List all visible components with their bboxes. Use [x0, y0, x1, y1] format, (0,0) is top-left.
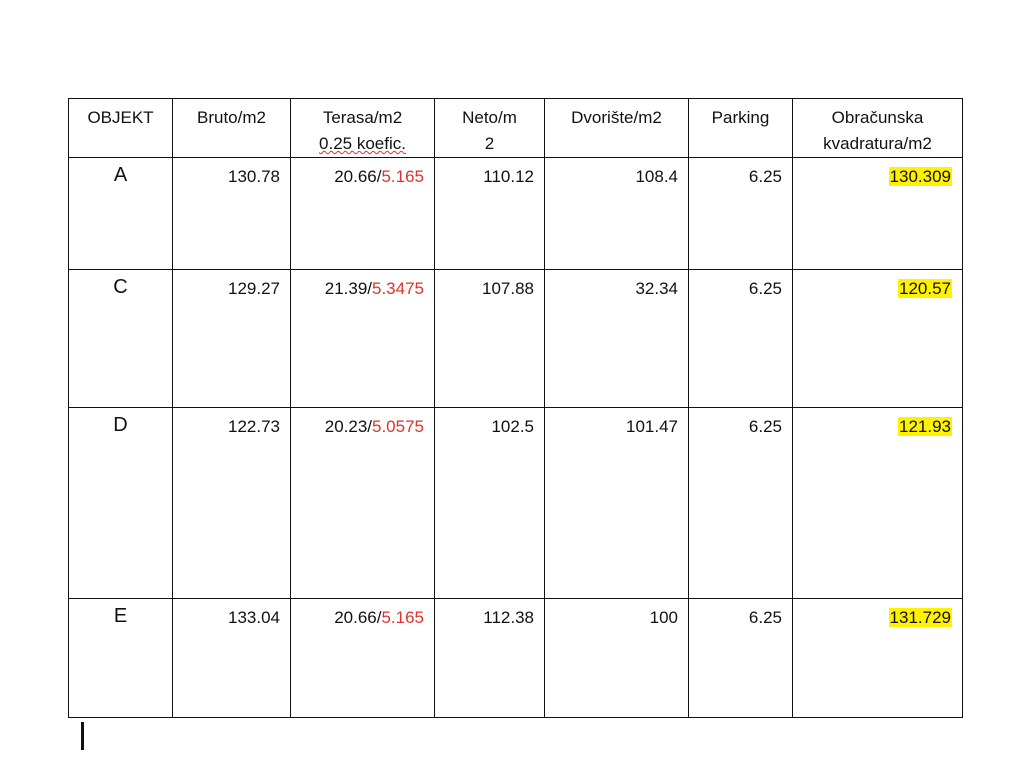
table-cell: 107.88	[434, 269, 545, 408]
cell-value: 6.25	[748, 608, 782, 627]
object-name: C	[113, 276, 128, 298]
header-cell: OBJEKT	[68, 98, 173, 158]
cell-value: 129.27	[228, 279, 280, 298]
table-cell: 32.34	[544, 269, 689, 408]
area-table: OBJEKT Bruto/m2 Terasa/m2 0.25 koefic. Neto/…	[68, 98, 963, 718]
header-text: Dvorište/m2	[571, 108, 662, 127]
cell-value: 6.25	[748, 167, 782, 186]
table-cell: 112.38	[434, 598, 545, 718]
table-cell: C	[68, 269, 173, 408]
highlighted-value: 130.309	[888, 167, 952, 186]
header-cell: Terasa/m2 0.25 koefic.	[290, 98, 435, 158]
header-text: 0.25 koefic.	[319, 134, 406, 153]
table-cell: 100	[544, 598, 689, 718]
table-cell: 130.309	[792, 157, 963, 270]
header-text: Neto/m	[462, 108, 517, 127]
header-cell: Dvorište/m2	[544, 98, 689, 158]
text-cursor	[81, 722, 84, 750]
object-name: D	[113, 414, 128, 436]
table-cell: A	[68, 157, 173, 270]
cell-value: 100	[649, 608, 678, 627]
header-text: Obračunska	[831, 108, 924, 127]
table-cell: 101.47	[544, 407, 689, 599]
table-cell: 122.73	[172, 407, 291, 599]
cell-value: 112.38	[483, 608, 534, 627]
highlighted-value: 121.93	[898, 417, 952, 436]
terrace-area: 21.39/	[324, 279, 372, 298]
table-cell: 21.39/5.3475	[290, 269, 435, 408]
cell-value: 6.25	[748, 417, 782, 436]
table-body: A 130.78 20.66/5.165 110.12 108.4 6.25 130.309…	[68, 157, 963, 718]
cell-value: 102.5	[491, 417, 534, 436]
cell-value: 133.04	[228, 608, 280, 627]
header-cell: Neto/m 2	[434, 98, 545, 158]
cell-value: 130.78	[228, 167, 280, 186]
table-cell: 20.66/5.165	[290, 598, 435, 718]
terrace-coefficient: 5.0575	[372, 417, 424, 436]
terrace-area: 20.66/	[334, 608, 382, 627]
table-row: A 130.78 20.66/5.165 110.12 108.4 6.25 130.309	[68, 157, 963, 270]
cell-value: 101.47	[626, 417, 678, 436]
table-cell: D	[68, 407, 173, 599]
table-cell: 6.25	[688, 598, 793, 718]
header-cell: Bruto/m2	[172, 98, 291, 158]
header-text: 2	[484, 134, 495, 153]
table-cell: 121.93	[792, 407, 963, 599]
header-cell: Obračunska kvadratura/m2	[792, 98, 963, 158]
cell-value: 107.88	[482, 279, 534, 298]
header-text: kvadratura/m2	[823, 134, 932, 153]
terrace-area: 20.23/	[324, 417, 372, 436]
header-text: Bruto/m2	[197, 108, 266, 127]
cell-value: 6.25	[748, 279, 782, 298]
header-text: OBJEKT	[87, 108, 154, 127]
table-cell: 131.729	[792, 598, 963, 718]
table-cell: 133.04	[172, 598, 291, 718]
table-cell: 20.66/5.165	[290, 157, 435, 270]
table-cell: 20.23/5.0575	[290, 407, 435, 599]
terrace-coefficient: 5.165	[381, 167, 424, 186]
terrace-coefficient: 5.165	[381, 608, 424, 627]
cell-value: 122.73	[228, 417, 280, 436]
header-row: OBJEKT Bruto/m2 Terasa/m2 0.25 koefic. Neto/…	[68, 98, 963, 158]
table-cell: 120.57	[792, 269, 963, 408]
terrace-coefficient: 5.3475	[372, 279, 424, 298]
table-cell: 129.27	[172, 269, 291, 408]
table-cell: 6.25	[688, 269, 793, 408]
table-cell: 6.25	[688, 157, 793, 270]
table-row: D 122.73 20.23/5.0575 102.5 101.47 6.25 121.93	[68, 407, 963, 599]
object-name: A	[113, 164, 128, 186]
header-text: Terasa/m2	[322, 108, 403, 127]
terrace-area: 20.66/	[334, 167, 382, 186]
table-row: C 129.27 21.39/5.3475 107.88 32.34 6.25 120.57	[68, 269, 963, 408]
table-cell: E	[68, 598, 173, 718]
table-row: E 133.04 20.66/5.165 112.38 100 6.25 131.729	[68, 598, 963, 718]
table-cell: 110.12	[434, 157, 545, 270]
table-cell: 130.78	[172, 157, 291, 270]
cell-value: 32.34	[635, 279, 678, 298]
table-cell: 108.4	[544, 157, 689, 270]
header-text: Parking	[711, 108, 770, 127]
table-cell: 102.5	[434, 407, 545, 599]
cell-value: 110.12	[483, 167, 534, 186]
object-name: E	[113, 605, 128, 627]
header-cell: Parking	[688, 98, 793, 158]
table-cell: 6.25	[688, 407, 793, 599]
highlighted-value: 131.729	[888, 608, 952, 627]
cell-value: 108.4	[635, 167, 678, 186]
highlighted-value: 120.57	[898, 279, 952, 298]
